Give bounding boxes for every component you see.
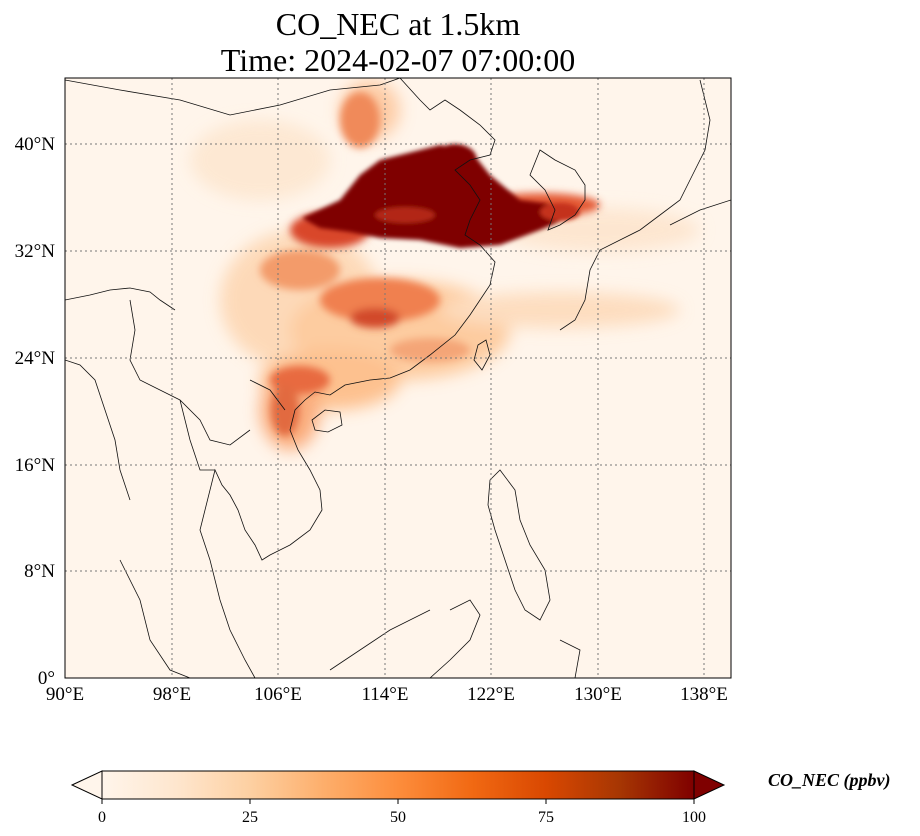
lon-tick: 98°E [153,684,191,705]
lon-tick-labels: 90°E 98°E 106°E 114°E 122°E 130°E 138°E [46,684,728,705]
colorbar: 0 25 50 75 100 [70,770,726,826]
lat-tick: 16°N [15,455,56,476]
colorbar-tick: 25 [242,809,258,826]
lat-tick: 0° [38,668,55,689]
colorbar-extend-min [70,770,103,800]
coastlines [65,78,731,678]
title-line-1: CO_NEC at 1.5km [275,6,521,42]
lon-tick: 106°E [254,684,302,705]
lat-tick-labels: 0° 8°N 16°N 24°N 32°N 40°N [15,134,56,689]
lon-tick: 138°E [680,684,728,705]
map-frame [64,77,732,679]
colorbar-bar [101,770,695,800]
lon-tick: 114°E [362,684,409,705]
lat-tick: 24°N [15,348,56,369]
lon-tick: 130°E [574,684,622,705]
colorbar-tick: 100 [682,809,706,826]
colorbar-tick: 75 [538,809,554,826]
gridlines [65,78,731,678]
lon-tick: 90°E [46,684,84,705]
colorbar-extend-max [693,770,726,800]
colorbar-tick: 0 [98,809,106,826]
title-line-2: Time: 2024-02-07 07:00:00 [220,42,576,78]
colorbar-tick: 50 [390,809,406,826]
lon-tick: 122°E [467,684,515,705]
lat-tick: 8°N [24,561,55,582]
concentration-field [65,78,731,678]
lat-tick: 40°N [15,134,56,155]
lat-tick: 32°N [15,241,56,262]
colorbar-label: CO_NEC (ppbv) [768,770,891,790]
